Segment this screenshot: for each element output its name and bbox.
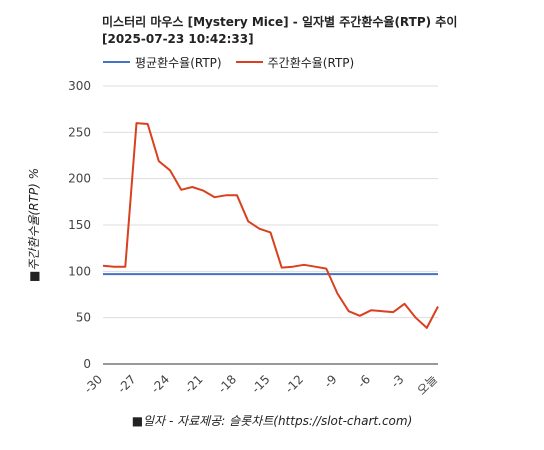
- chart-legend: 평균환수율(RTP) 주간환수율(RTP): [103, 53, 368, 71]
- x-tick-label: -18: [215, 372, 239, 396]
- legend-swatch-weekly: [235, 61, 263, 63]
- chart-title-line1: 미스터리 마우스 [Mystery Mice] - 일자별 주간환수율(RTP)…: [102, 15, 458, 29]
- x-tick-label: -9: [321, 372, 339, 390]
- x-tick-label: 오늘: [415, 372, 441, 398]
- series-lines: [102, 122, 439, 329]
- series-line-weekly: [102, 122, 439, 329]
- legend-swatch-average: [103, 61, 130, 63]
- legend-label-average: 평균환수율(RTP): [135, 55, 222, 70]
- x-tick-label: -6: [355, 372, 373, 390]
- grid-lines: [103, 85, 438, 365]
- x-tick-label: -21: [182, 372, 206, 396]
- x-axis-ticks: -30 -27 -24 -21 -18 -15 -12 -9 -6 -3 오늘: [81, 372, 440, 398]
- x-tick-label: -24: [148, 372, 172, 396]
- y-tick-label: 200: [68, 172, 91, 186]
- y-axis-ticks: 0 50 100 150 200 250 300: [68, 79, 91, 371]
- x-tick-label: -30: [81, 372, 105, 396]
- y-tick-label: 100: [68, 264, 91, 278]
- y-tick-label: 250: [68, 125, 91, 139]
- y-axis-title: ■주간환수율(RTP) %: [27, 168, 41, 282]
- y-tick-label: 300: [68, 79, 91, 93]
- x-tick-label: -27: [115, 372, 139, 396]
- x-tick-label: -12: [282, 372, 306, 396]
- x-tick-label: -3: [388, 372, 406, 390]
- y-tick-label: 150: [68, 218, 91, 232]
- legend-label-weekly: 주간환수율(RTP): [267, 55, 355, 70]
- y-tick-label: 0: [83, 357, 91, 371]
- x-tick-label: -15: [249, 372, 273, 396]
- chart-title-line2: [2025-07-23 10:42:33]: [102, 32, 254, 46]
- chart-title: 미스터리 마우스 [Mystery Mice] - 일자별 주간환수율(RTP)…: [102, 14, 457, 48]
- x-axis-title: ■일자 - 자료제공: 슬롯차트(https://slot-chart.com): [132, 414, 413, 428]
- legend-item-average[interactable]: 평균환수율(RTP): [103, 54, 222, 71]
- legend-item-weekly[interactable]: 주간환수율(RTP): [235, 54, 355, 71]
- y-tick-label: 50: [76, 311, 91, 325]
